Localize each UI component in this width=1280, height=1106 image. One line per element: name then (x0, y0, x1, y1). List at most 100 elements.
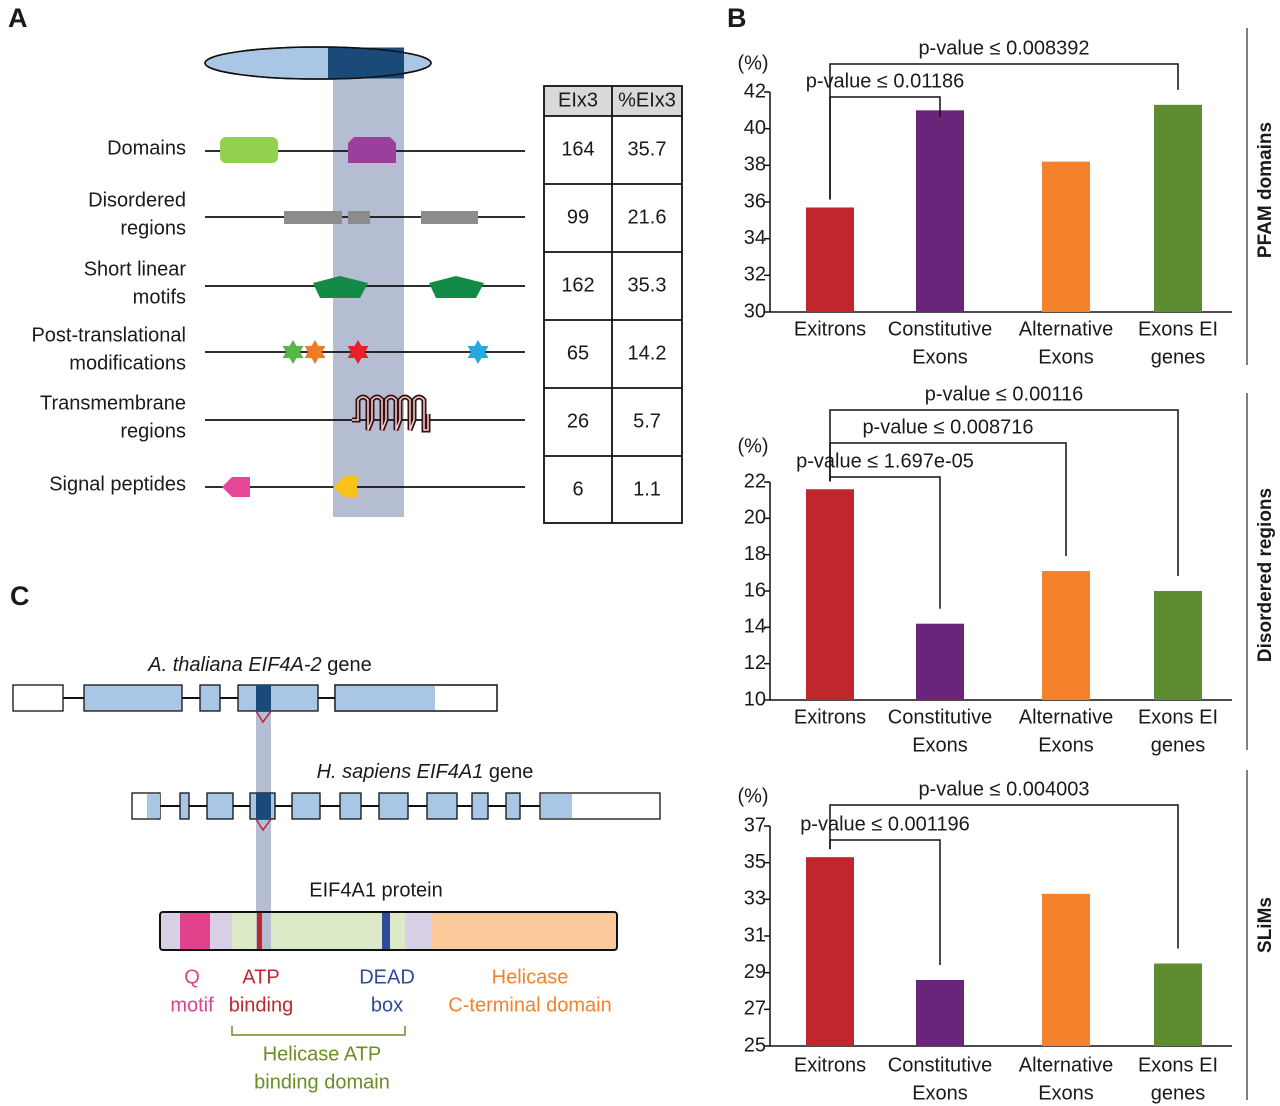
y-tick-label: 38 (744, 154, 766, 176)
ptm-star (467, 346, 489, 364)
bar (916, 980, 964, 1046)
signal-shape (222, 477, 250, 497)
bar (1154, 591, 1202, 700)
table-border (543, 85, 683, 524)
exon (237, 684, 319, 712)
p-value-label: p-value ≤ 1.697e-05 (796, 450, 974, 472)
y-tick-label: 40 (744, 117, 766, 139)
slim-shape (429, 276, 484, 298)
x-tick-label: Exons EI (1138, 1054, 1218, 1076)
segment (382, 912, 390, 950)
x-tick-label: genes (1151, 734, 1206, 756)
segment (405, 912, 432, 950)
row-label: Signal peptides (49, 473, 186, 495)
unit-label: (%) (737, 52, 768, 74)
exon (179, 792, 190, 820)
table-cell: 5.7 (633, 410, 661, 432)
y-tick-label: 35 (744, 851, 766, 873)
exon-coding (335, 685, 435, 711)
significance-bracket (829, 804, 1179, 949)
y-tick-label: 29 (744, 961, 766, 983)
p-value-label: p-value ≤ 0.001196 (800, 813, 970, 835)
bar (1042, 893, 1090, 1046)
domain-label: binding (229, 994, 294, 1016)
gene-suffix: gene (489, 761, 534, 783)
exon-outline (334, 684, 498, 712)
domain-label: C-terminal domain (448, 994, 611, 1016)
x-tick-label: Exitrons (794, 706, 866, 728)
domain-bracket (231, 1026, 406, 1036)
exon (291, 792, 321, 820)
exon (83, 684, 183, 712)
y-tick-label: 37 (744, 814, 766, 836)
x-tick-label: Exons (912, 734, 968, 756)
side-title: SLiMs (1255, 897, 1276, 953)
x-tick-label: Exitrons (794, 1054, 866, 1076)
gene-label: A. thaliana EIF4A-2 gene (147, 654, 372, 676)
exon-coding (541, 794, 572, 818)
x-tick-label: Alternative (1019, 1054, 1114, 1076)
highlight-column (256, 711, 271, 940)
exon (426, 792, 458, 820)
bar (1154, 963, 1202, 1046)
segment (210, 912, 232, 950)
disorder-shape (348, 211, 370, 224)
y-tick-label: 22 (744, 470, 766, 492)
y-tick-label: 32 (744, 264, 766, 286)
slim-shape (313, 276, 368, 298)
x-tick-label: genes (1151, 346, 1206, 368)
y-tick-label: 42 (744, 80, 766, 102)
y-tick-label: 12 (744, 652, 766, 674)
x-tick-label: Exons (1038, 734, 1094, 756)
exon (378, 792, 409, 820)
p-value-label: p-value ≤ 0.008716 (862, 416, 1033, 438)
segment (160, 912, 180, 950)
domain-label: binding domain (254, 1071, 390, 1093)
ellipse-outline (204, 46, 432, 80)
y-tick-label: 34 (744, 227, 766, 249)
table-cell: 14.2 (628, 342, 667, 364)
splice-mark (255, 818, 272, 832)
table-cell: 162 (561, 274, 594, 296)
table-cell: 21.6 (628, 206, 667, 228)
domain-label: motif (170, 994, 214, 1016)
exon (199, 684, 221, 712)
gene1-exons (12, 684, 498, 712)
y-tick-label: 33 (744, 888, 766, 910)
row-label: motifs (133, 286, 186, 308)
protein-bar (159, 911, 618, 951)
disorder-shape (284, 211, 342, 224)
table-cell: 35.7 (628, 138, 667, 160)
table-header: EIx3 (558, 89, 598, 111)
segment (180, 912, 210, 950)
x-tick-label: Constitutive (888, 706, 993, 728)
protein-outline (159, 911, 618, 951)
ptm-star (304, 346, 326, 364)
domain-label: DEAD (359, 966, 415, 988)
domain-label: box (371, 994, 403, 1016)
transmembrane-inner (352, 396, 429, 431)
significance-bracket (829, 63, 1179, 200)
p-value-label: p-value ≤ 0.01186 (806, 70, 965, 92)
domain-shape (220, 137, 278, 163)
row-label: Transmembrane (40, 392, 186, 414)
domain-label: Helicase (492, 966, 569, 988)
side-title: PFAM domains (1255, 122, 1276, 258)
domain-label: ATP (242, 966, 279, 988)
row-label: Domains (107, 137, 186, 159)
panel-label: A (8, 3, 28, 33)
panel-label: C (10, 581, 30, 611)
exitron (256, 685, 271, 711)
exon (471, 792, 489, 820)
gene-name: A. thaliana EIF4A-2 (147, 654, 321, 676)
exon (339, 792, 362, 820)
exon (505, 792, 521, 820)
unit-label: (%) (737, 785, 768, 807)
y-tick-label: 10 (744, 688, 766, 710)
exitron-region (328, 47, 404, 79)
exitron (256, 793, 271, 819)
y-tick-label: 16 (744, 579, 766, 601)
domain-shape (348, 137, 396, 163)
y-tick-label: 30 (744, 300, 766, 322)
